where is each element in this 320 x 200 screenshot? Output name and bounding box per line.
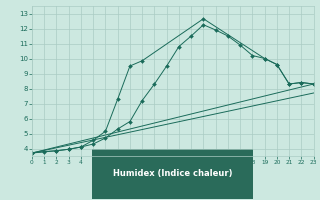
- X-axis label: Humidex (Indice chaleur): Humidex (Indice chaleur): [113, 169, 233, 178]
